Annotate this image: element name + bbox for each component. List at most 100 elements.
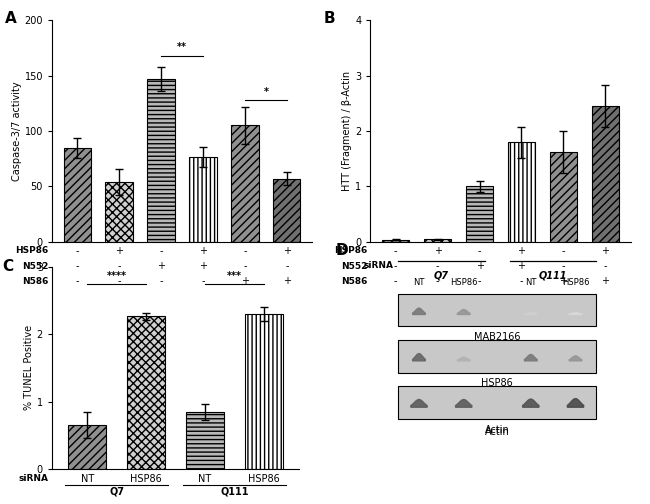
Text: -: -: [159, 276, 162, 286]
Text: HSP86: HSP86: [562, 278, 590, 287]
Text: +: +: [157, 261, 165, 271]
Text: -: -: [604, 261, 607, 271]
FancyBboxPatch shape: [398, 387, 597, 419]
Polygon shape: [523, 399, 539, 407]
Bar: [244, 314, 283, 469]
Text: +: +: [517, 246, 525, 256]
Text: +: +: [199, 246, 207, 256]
Text: +: +: [601, 276, 609, 286]
Text: +: +: [601, 246, 609, 256]
Text: +: +: [517, 261, 525, 271]
Y-axis label: Caspase-3/7 activity: Caspase-3/7 activity: [12, 81, 21, 181]
Bar: [508, 142, 535, 242]
Text: HSP86: HSP86: [450, 278, 478, 287]
Text: -: -: [520, 276, 523, 286]
Polygon shape: [458, 357, 470, 361]
Text: HSP86: HSP86: [248, 474, 280, 484]
Text: B: B: [324, 11, 335, 26]
Text: Q7: Q7: [109, 487, 124, 497]
Polygon shape: [458, 309, 470, 314]
Text: -: -: [562, 246, 565, 256]
Text: N586: N586: [341, 277, 367, 286]
Text: MAB2166: MAB2166: [474, 332, 521, 342]
Polygon shape: [525, 354, 537, 361]
Y-axis label: HTT (Fragment) / β-Actin: HTT (Fragment) / β-Actin: [343, 71, 352, 191]
Bar: [466, 186, 493, 242]
Text: D: D: [335, 243, 348, 258]
Text: -: -: [562, 261, 565, 271]
Text: -: -: [118, 261, 121, 271]
Text: +: +: [283, 246, 291, 256]
Polygon shape: [525, 312, 537, 314]
Bar: [231, 125, 259, 242]
Bar: [382, 240, 410, 242]
Text: -: -: [478, 246, 481, 256]
Text: +: +: [241, 276, 249, 286]
Text: +: +: [434, 246, 441, 256]
Text: A: A: [5, 11, 17, 26]
Text: +: +: [476, 261, 484, 271]
Text: siRNA: siRNA: [19, 474, 49, 483]
FancyBboxPatch shape: [398, 340, 597, 372]
Polygon shape: [413, 308, 425, 314]
Text: -: -: [75, 261, 79, 271]
Text: **: **: [177, 42, 187, 52]
Bar: [550, 152, 577, 242]
Text: -: -: [394, 276, 397, 286]
Text: +: +: [115, 246, 123, 256]
Text: HSP86: HSP86: [482, 379, 513, 389]
Text: -: -: [243, 246, 246, 256]
Text: Q111: Q111: [539, 271, 567, 281]
Polygon shape: [413, 354, 425, 361]
Bar: [64, 148, 91, 242]
Text: -: -: [394, 246, 397, 256]
Text: Q111: Q111: [220, 487, 248, 497]
Polygon shape: [569, 312, 582, 314]
Text: +: +: [560, 276, 567, 286]
Text: -: -: [285, 261, 289, 271]
Bar: [127, 316, 165, 469]
Text: ****: ****: [107, 271, 127, 281]
Text: Actin: Actin: [485, 425, 510, 435]
Text: C: C: [3, 259, 14, 274]
FancyBboxPatch shape: [398, 294, 597, 326]
Bar: [189, 157, 216, 242]
Text: -: -: [436, 276, 439, 286]
Y-axis label: % TUNEL Positive: % TUNEL Positive: [24, 326, 34, 410]
Bar: [273, 179, 300, 242]
Text: HSP86: HSP86: [130, 474, 162, 484]
Bar: [424, 239, 451, 242]
Polygon shape: [569, 356, 582, 361]
Text: HSP86: HSP86: [16, 246, 49, 256]
Text: -: -: [75, 276, 79, 286]
Bar: [105, 182, 133, 242]
Text: -: -: [118, 276, 121, 286]
Text: N586: N586: [22, 277, 49, 286]
Text: -: -: [243, 261, 246, 271]
Text: -: -: [159, 246, 162, 256]
Text: -: -: [394, 261, 397, 271]
Text: -: -: [478, 276, 481, 286]
Bar: [148, 79, 175, 242]
Bar: [186, 412, 224, 469]
Polygon shape: [456, 400, 472, 407]
Polygon shape: [567, 399, 584, 407]
Text: siRNA: siRNA: [363, 262, 393, 271]
Text: +: +: [283, 276, 291, 286]
Text: N552: N552: [341, 262, 367, 271]
Text: -: -: [202, 276, 205, 286]
Text: +: +: [199, 261, 207, 271]
Text: NT: NT: [81, 474, 94, 484]
Text: Q7: Q7: [434, 271, 449, 281]
Text: Actin: Actin: [485, 427, 510, 437]
Polygon shape: [411, 400, 427, 407]
Text: NT: NT: [413, 278, 424, 287]
Text: N552: N552: [22, 262, 49, 271]
Text: NT: NT: [198, 474, 211, 484]
Text: -: -: [436, 261, 439, 271]
Text: ***: ***: [227, 271, 242, 281]
Bar: [68, 425, 107, 469]
Text: -: -: [75, 246, 79, 256]
Bar: [592, 106, 619, 242]
Text: NT: NT: [525, 278, 536, 287]
